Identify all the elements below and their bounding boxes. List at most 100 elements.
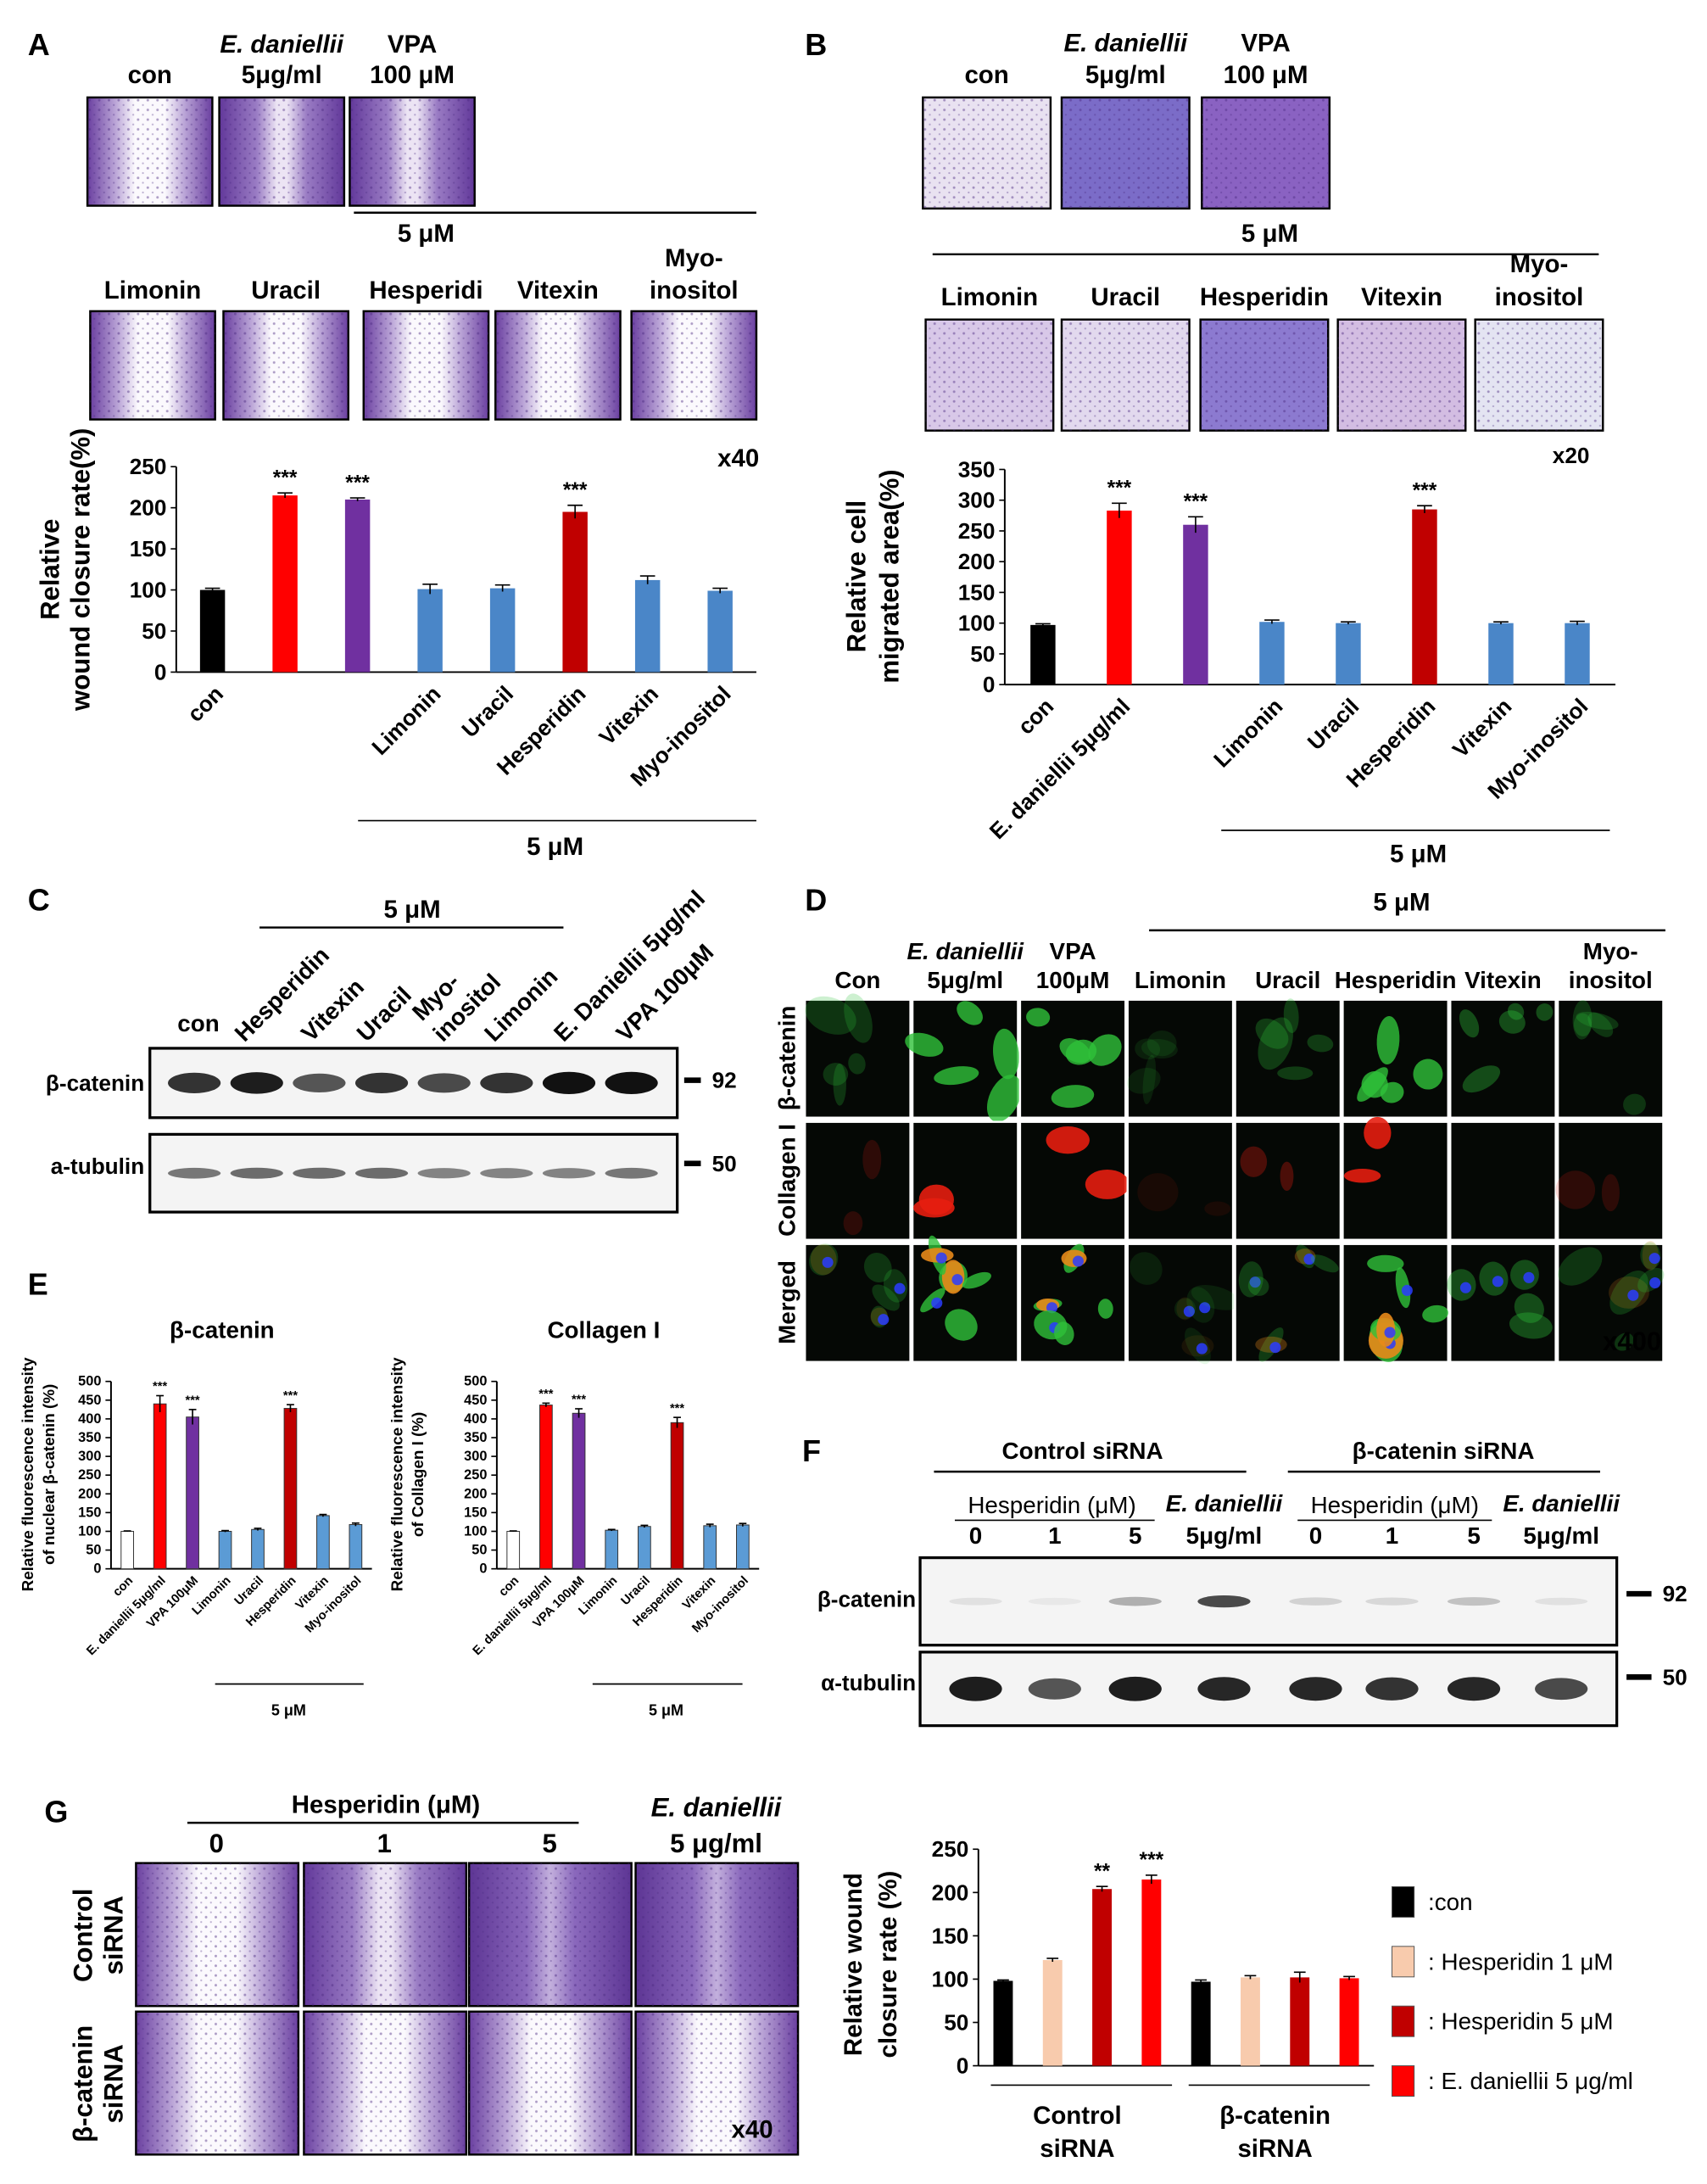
cell xyxy=(1247,1276,1269,1296)
cell xyxy=(1367,1254,1404,1272)
bar xyxy=(638,1526,651,1570)
group-label: 5 μM xyxy=(1390,840,1447,868)
blot-band xyxy=(1028,1678,1081,1700)
cell xyxy=(1509,1312,1553,1339)
panel-letter: D xyxy=(805,882,827,917)
micrograph xyxy=(1449,1120,1557,1242)
panel-letter: G xyxy=(44,1795,68,1829)
bar xyxy=(316,1515,330,1570)
row-label: Control xyxy=(69,1888,98,1981)
nucleus xyxy=(1401,1284,1413,1297)
blot-band xyxy=(480,1168,533,1179)
nucleus xyxy=(1249,1276,1261,1288)
bar xyxy=(1339,1978,1359,2066)
column-label: Uracil xyxy=(251,276,321,304)
treatment-label: Hesperidin (μM) xyxy=(968,1492,1135,1518)
size-label: 92 xyxy=(1663,1581,1687,1606)
column-label: E. daniellii xyxy=(651,1793,783,1823)
image-texture xyxy=(223,310,349,420)
blot-label: β-catenin xyxy=(817,1587,916,1612)
column-label: Myo- xyxy=(1510,250,1569,278)
bar xyxy=(506,1530,521,1570)
blot-band xyxy=(230,1167,283,1179)
cell xyxy=(986,1075,1022,1122)
cell xyxy=(1343,1168,1381,1183)
image-texture xyxy=(495,310,621,420)
group-label: 5 μM xyxy=(384,896,441,924)
y-tick-label: 400 xyxy=(464,1411,487,1427)
blot-band xyxy=(542,1071,596,1094)
image-texture xyxy=(925,319,1054,431)
column-label: Myo- xyxy=(1583,938,1638,964)
image-texture xyxy=(304,1863,466,2007)
bar xyxy=(1565,623,1590,685)
bar xyxy=(344,499,371,673)
nucleus xyxy=(1269,1342,1281,1354)
bar xyxy=(1183,524,1208,685)
y-tick-label: 100 xyxy=(932,1966,969,1991)
chart-title: Collagen I xyxy=(547,1317,660,1343)
blot-band xyxy=(168,1072,221,1093)
y-axis-label: Relative fluorescence intensity xyxy=(19,1357,36,1592)
y-tick-label: 100 xyxy=(130,578,167,603)
treatment-label: Hesperidin (μM) xyxy=(292,1790,480,1818)
cell xyxy=(1576,1011,1619,1030)
lane-label: 1 xyxy=(1386,1522,1398,1549)
lane-label: 5 xyxy=(1129,1522,1141,1549)
blot-band xyxy=(1028,1597,1081,1606)
blot-band xyxy=(1289,1677,1342,1701)
column-label: Hesperidin xyxy=(1200,283,1329,311)
column-label: 5μg/ml xyxy=(927,967,1003,993)
nucleus xyxy=(1183,1305,1195,1317)
lane-label: con xyxy=(177,1010,219,1036)
column-label: Con xyxy=(834,967,880,993)
cell xyxy=(1280,1161,1294,1192)
micrograph xyxy=(911,1120,1019,1242)
bar xyxy=(349,1524,363,1570)
column-label: 100 μM xyxy=(370,61,455,89)
y-tick-label: 50 xyxy=(944,2010,968,2036)
nucleus xyxy=(951,1274,963,1286)
blot-band xyxy=(1447,1677,1501,1701)
bar xyxy=(1092,1889,1113,2066)
cell xyxy=(1364,1116,1392,1149)
cell xyxy=(1376,1016,1400,1065)
cell xyxy=(862,1139,882,1180)
nucleus xyxy=(1648,1253,1660,1265)
y-tick-label: 450 xyxy=(464,1393,487,1408)
nucleus xyxy=(1384,1327,1396,1338)
group-label: 5 μM xyxy=(649,1702,683,1719)
treatment-label: Hesperidin (μM) xyxy=(1311,1492,1479,1518)
image-texture xyxy=(1337,319,1466,431)
magnification: x40 xyxy=(717,444,759,472)
cell xyxy=(1135,1038,1161,1060)
cell xyxy=(1555,1170,1596,1209)
bar xyxy=(1412,509,1437,685)
legend-swatch xyxy=(1392,1885,1415,1918)
bar xyxy=(703,1525,717,1570)
y-axis-label: Relative wound xyxy=(840,1873,867,2056)
cell xyxy=(1130,1252,1163,1285)
image-texture xyxy=(1061,97,1190,209)
nucleus xyxy=(1303,1254,1315,1265)
column-label: Limonin xyxy=(1135,967,1226,993)
column-label: Uracil xyxy=(1091,283,1160,311)
panel-letter: F xyxy=(802,1433,821,1468)
image-texture xyxy=(136,2011,298,2155)
cell xyxy=(1191,1285,1241,1310)
cell xyxy=(1507,1003,1525,1020)
x-tick-label: siRNA xyxy=(1237,2135,1312,2163)
cell xyxy=(1146,1031,1177,1057)
lane-label: 0 xyxy=(969,1522,982,1549)
column-label: 100 μM xyxy=(1224,61,1308,89)
y-tick-label: 50 xyxy=(970,641,995,667)
nucleus xyxy=(878,1314,890,1326)
significance-label: *** xyxy=(538,1388,553,1401)
cell xyxy=(1141,1038,1178,1059)
bar xyxy=(562,511,588,673)
cell xyxy=(1142,1054,1157,1104)
y-tick-label: 50 xyxy=(142,618,166,644)
y-axis-label: Relative cell xyxy=(841,500,871,653)
blot-label: a-tubulin xyxy=(51,1153,144,1179)
